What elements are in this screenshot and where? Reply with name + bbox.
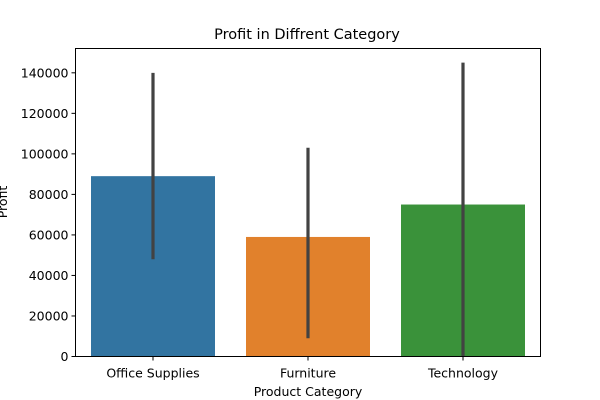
x-tick-label: Technology bbox=[427, 366, 499, 381]
x-axis: Office Supplies Furniture Technology bbox=[106, 356, 499, 381]
y-tick-label: 120000 bbox=[21, 106, 69, 121]
x-axis-label: Product Category bbox=[254, 384, 363, 399]
y-axis: 0 20000 40000 60000 80000 100000 120000 140000 bbox=[21, 65, 76, 364]
y-tick-label: 0 bbox=[61, 349, 69, 364]
y-tick-label: 80000 bbox=[29, 187, 69, 202]
y-axis-label: Profit bbox=[0, 186, 10, 219]
y-tick-label: 140000 bbox=[21, 65, 69, 80]
plot-frame bbox=[75, 48, 541, 357]
y-tick-label: 60000 bbox=[29, 227, 69, 242]
chart-title: Profit in Diffrent Category bbox=[214, 27, 400, 43]
y-tick-label: 40000 bbox=[29, 268, 69, 283]
y-tick-label: 100000 bbox=[21, 146, 69, 161]
x-tick-label: Furniture bbox=[280, 366, 336, 381]
plot-area bbox=[91, 62, 525, 357]
x-tick-label: Office Supplies bbox=[106, 366, 199, 381]
y-tick-label: 20000 bbox=[29, 308, 69, 323]
